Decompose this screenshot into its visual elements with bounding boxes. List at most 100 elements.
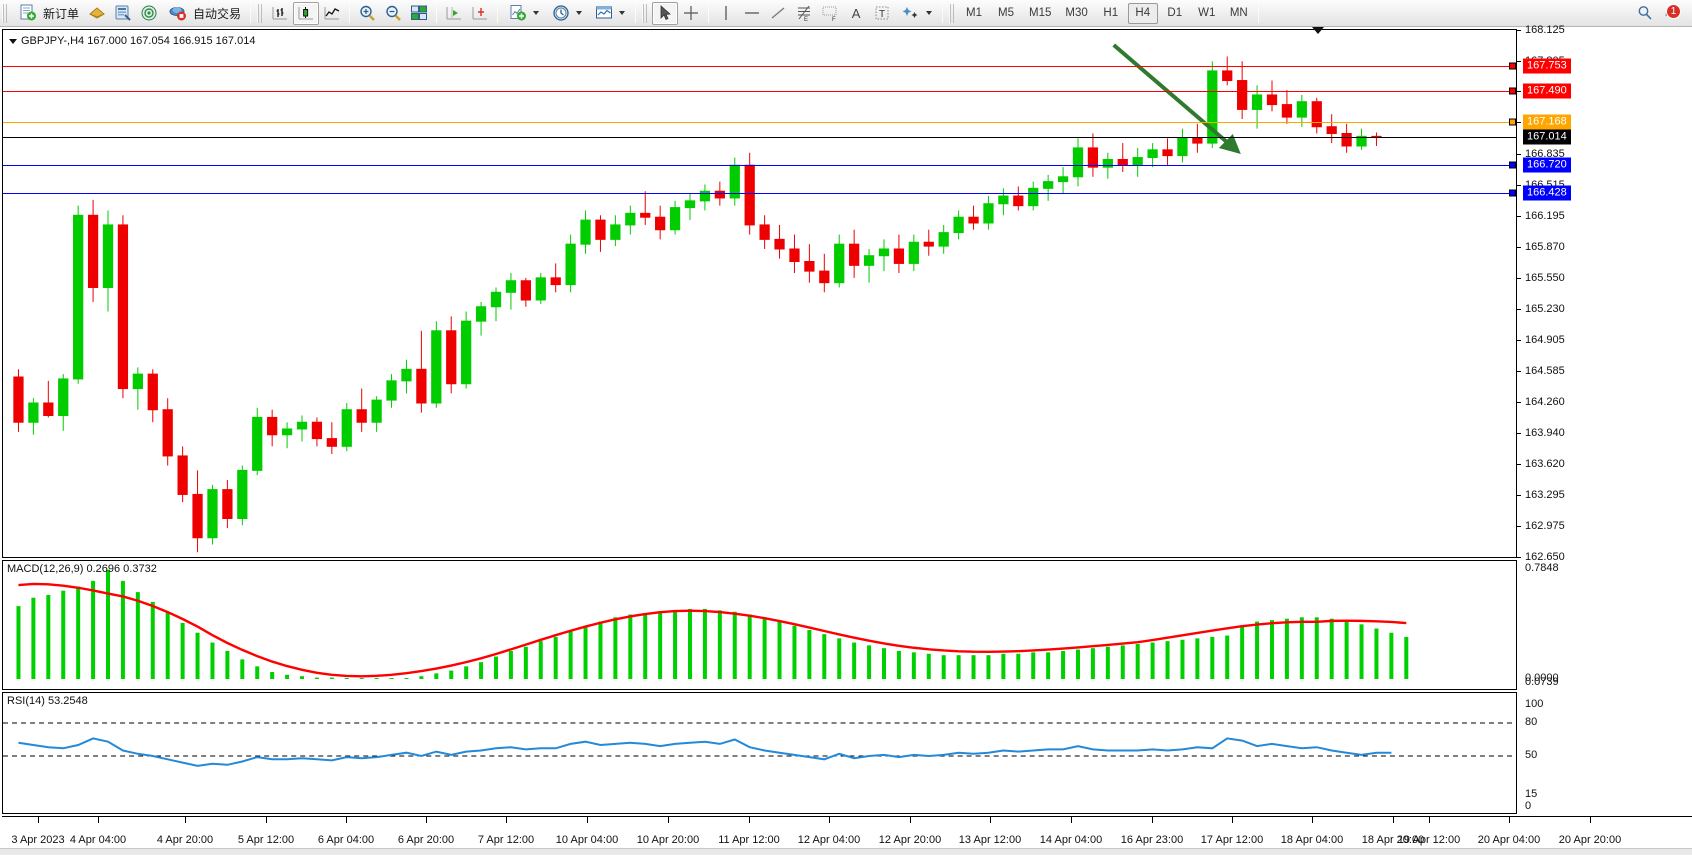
time-tick-label: 3 Apr 2023 [11, 834, 65, 846]
entry-level-line[interactable] [3, 122, 1516, 124]
periods-button[interactable] [545, 2, 588, 25]
chart-workspace: GBPJPY-,H4 167.000 167.054 166.915 167.0… [0, 24, 1692, 855]
tile-windows-icon[interactable] [406, 2, 432, 25]
current-price-price-label[interactable]: 167.014 [1523, 129, 1571, 145]
time-tick [38, 817, 39, 823]
toolbar-grip[interactable] [2, 3, 9, 23]
cursor-icon[interactable] [652, 1, 679, 25]
market-watch-icon[interactable] [110, 2, 136, 25]
resistance-1-anchor-handle[interactable] [1509, 62, 1516, 70]
toolbar-grip-3[interactable] [642, 3, 650, 23]
horizontal-line-icon[interactable] [739, 2, 765, 25]
resistance-1-line[interactable] [3, 65, 1516, 67]
notifications-button[interactable]: 1 [1658, 2, 1684, 25]
support-2-line[interactable] [3, 193, 1516, 195]
equidistant-channel-icon[interactable]: F [817, 2, 843, 25]
candlestick-chart-icon[interactable] [293, 1, 320, 25]
periods-chevron-down-icon[interactable] [574, 2, 583, 25]
price-tick [1517, 308, 1521, 310]
timeframe-m15[interactable]: M15 [1029, 7, 1052, 19]
timeframe-m30[interactable]: M30 [1065, 7, 1088, 19]
auto-trading-icon [165, 2, 191, 25]
support-1-line[interactable] [3, 165, 1516, 167]
entry-level-anchor-handle[interactable] [1509, 118, 1516, 126]
rsi-axis-label: 50 [1525, 749, 1538, 761]
indicators-chevron-down-icon[interactable] [531, 2, 540, 25]
time-tick-label: 19 Apr 12:00 [1397, 834, 1461, 846]
rsi-pane[interactable]: RSI(14) 53.2548 [2, 692, 1516, 814]
templates-chevron-down-icon[interactable] [617, 2, 626, 25]
price-chart-pane[interactable]: GBPJPY-,H4 167.000 167.054 166.915 167.0… [2, 29, 1516, 558]
time-tick-label: 7 Apr 12:00 [477, 834, 535, 846]
price-tick-label: 164.585 [1525, 364, 1565, 377]
price-tick-label: 166.835 [1525, 148, 1565, 161]
entry-level-price-label[interactable]: 167.168 [1523, 114, 1571, 130]
toolbar-separator-5 [635, 3, 637, 23]
price-tick [1517, 557, 1521, 558]
signals-icon[interactable] [136, 2, 162, 25]
rsi-axis-label: 100 [1525, 698, 1544, 710]
timeframe-m1[interactable]: M1 [966, 7, 983, 19]
search-icon[interactable] [1632, 2, 1658, 25]
text-label-icon[interactable]: T [869, 2, 895, 25]
zoom-out-icon[interactable] [380, 2, 406, 25]
new-order-label: 新订单 [43, 6, 80, 21]
current-price-line[interactable] [3, 136, 1516, 138]
trendline-icon[interactable] [765, 2, 791, 25]
objects-button[interactable] [895, 2, 938, 25]
toolbar-grip-4[interactable] [949, 3, 957, 23]
support-2-price-label[interactable]: 166.428 [1523, 185, 1571, 201]
time-tick [1071, 817, 1072, 823]
macd-axis-label: 0.7848 [1525, 562, 1559, 574]
fibonacci-icon[interactable]: E [791, 2, 817, 25]
auto-trading-button[interactable]: 自动交易 [162, 2, 246, 25]
support-1-price-label[interactable]: 166.720 [1523, 157, 1571, 173]
time-tick-label: 18 Apr 04:00 [1280, 834, 1344, 846]
price-tick [1517, 463, 1521, 465]
resistance-2-price-label[interactable]: 167.490 [1523, 83, 1571, 99]
time-tick-label: 20 Apr 04:00 [1477, 834, 1541, 846]
auto-trading-label: 自动交易 [193, 6, 242, 21]
objects-chevron-down-icon[interactable] [924, 2, 933, 25]
resistance-2-line[interactable] [3, 91, 1516, 93]
timeframe-w1[interactable]: W1 [1198, 7, 1216, 19]
price-tick [1517, 247, 1521, 249]
price-tick [1517, 184, 1521, 186]
timeframe-mn[interactable]: MN [1229, 7, 1248, 19]
price-axis[interactable]: 168.125167.805167.490167.168166.835166.5… [1516, 24, 1692, 563]
timeframe-d1[interactable]: D1 [1167, 7, 1183, 19]
line-chart-icon[interactable] [319, 2, 345, 25]
rsi-axis: 100 80 50 15 0 [1516, 692, 1692, 814]
resistance-1-price-label[interactable]: 167.753 [1523, 58, 1571, 74]
support-2-anchor-handle[interactable] [1509, 189, 1516, 197]
auto-scroll-icon[interactable] [467, 2, 493, 25]
price-tick [1517, 91, 1521, 93]
text-icon[interactable]: A [851, 5, 861, 21]
templates-button[interactable] [588, 2, 631, 25]
zoom-in-icon[interactable] [354, 2, 380, 25]
timeframe-h1[interactable]: H1 [1103, 7, 1119, 19]
macd-pane[interactable]: MACD(12,26,9) 0.2696 0.3732 [2, 560, 1516, 690]
support-1-anchor-handle[interactable] [1509, 161, 1516, 169]
vertical-line-icon[interactable] [713, 2, 739, 25]
price-tick [1517, 339, 1521, 341]
svg-text:E: E [804, 17, 808, 22]
timeframe-m5[interactable]: M5 [998, 7, 1015, 19]
toolbar-spacer [1263, 2, 1632, 25]
crosshair-icon[interactable] [678, 2, 704, 25]
price-tick-label: 168.125 [1525, 24, 1565, 36]
toolbar-grip-2[interactable] [257, 3, 265, 23]
resistance-2-anchor-handle[interactable] [1509, 87, 1516, 95]
chart-collapse-icon[interactable] [9, 38, 17, 44]
new-order-button[interactable]: 新订单 [12, 2, 84, 25]
timeframe-h4[interactable]: H4 [1127, 2, 1158, 24]
time-tick-label: 10 Apr 20:00 [636, 834, 700, 846]
expert-advisor-icon[interactable] [84, 2, 110, 25]
time-tick-label: 10 Apr 04:00 [555, 834, 619, 846]
status-bar [0, 848, 1692, 855]
shift-chart-icon[interactable] [441, 2, 467, 25]
bar-chart-icon[interactable] [267, 2, 293, 25]
indicators-button[interactable] [502, 2, 545, 25]
time-tick [668, 817, 669, 823]
toolbar-separator-2 [349, 3, 351, 23]
